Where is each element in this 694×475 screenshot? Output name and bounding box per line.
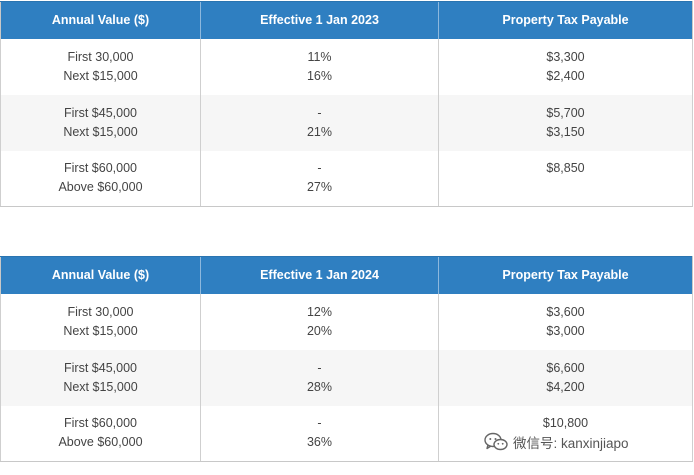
tax-rate-line: 27% [306,180,333,195]
wechat-watermark: 微信号: kanxinjiapo [484,431,629,453]
tax-payable-line: $2,400 [546,68,585,83]
table-header-row: Annual Value ($) Effective 1 Jan 2024 Pr… [0,256,693,294]
tax-payable-line: $3,150 [546,124,585,139]
tax-payable-cell: $6,600 $4,200 [438,349,693,406]
annual-value-cell: First $45,000 Next $15,000 [0,94,201,151]
tax-payable-line [439,178,692,197]
header-annual-value: Annual Value ($) [0,1,201,39]
annual-value-line: Above $60,000 [58,180,143,195]
header-effective-date: Effective 1 Jan 2024 [200,256,439,294]
tax-rate-line: - [317,161,322,176]
tax-rate-line: - [317,105,322,120]
tax-payable-cell: $3,300 $2,400 [438,38,693,95]
tax-payable-line: $6,600 [546,360,585,375]
tax-payable-line: $8,850 [546,161,585,176]
tax-rate-line: 11% [307,49,332,64]
tax-payable-line: $3,000 [546,323,585,338]
annual-value-cell: First 30,000 Next $15,000 [0,38,201,95]
table-header-row: Annual Value ($) Effective 1 Jan 2023 Pr… [0,1,693,39]
tax-rate-cell: - 21% [200,94,439,151]
tax-rate-line: 16% [306,68,333,83]
wechat-icon [484,432,508,452]
annual-value-cell: First $60,000 Above $60,000 [0,150,201,207]
table-row: First $45,000 Next $15,000 - 21% $5,700 … [0,94,693,151]
tax-payable-cell: $10,800 [438,405,693,462]
property-tax-table-2024: Annual Value ($) Effective 1 Jan 2024 Pr… [0,256,693,462]
tax-rate-cell: - 27% [200,150,439,207]
tax-rate-line: 36% [306,435,333,450]
annual-value-line: First $45,000 [64,360,137,375]
annual-value-cell: First 30,000 Next $15,000 [0,293,201,350]
tax-payable-cell: $8,850 [438,150,693,207]
tax-rate-cell: - 28% [200,349,439,406]
tax-payable-cell: $5,700 $3,150 [438,94,693,151]
tax-rate-line: - [317,416,322,431]
tax-rate-line: 21% [306,124,333,139]
tax-payable-line: $4,200 [546,379,585,394]
annual-value-line: First 30,000 [67,49,134,64]
header-property-tax-payable: Property Tax Payable [438,1,693,39]
annual-value-cell: First $60,000 Above $60,000 [0,405,201,462]
tax-rate-line: - [317,360,322,375]
annual-value-cell: First $45,000 Next $15,000 [0,349,201,406]
tax-payable-line: $5,700 [546,105,585,120]
annual-value-line: Next $15,000 [63,323,138,338]
annual-value-line: Next $15,000 [63,379,138,394]
tax-rate-cell: - 36% [200,405,439,462]
table-row: First 30,000 Next $15,000 12% 20% $3,600… [0,293,693,350]
table-row: First $60,000 Above $60,000 - 36% $10,80… [0,405,693,462]
annual-value-line: Next $15,000 [63,68,138,83]
tax-rate-cell: 11% 16% [200,38,439,95]
header-annual-value: Annual Value ($) [0,256,201,294]
tax-rate-line: 12% [306,304,333,319]
tax-rate-cell: 12% 20% [200,293,439,350]
tax-payable-line: $3,600 [546,304,585,319]
table-row: First 30,000 Next $15,000 11% 16% $3,300… [0,38,693,95]
tax-payable-cell: $3,600 $3,000 [438,293,693,350]
header-effective-date: Effective 1 Jan 2023 [200,1,439,39]
header-property-tax-payable: Property Tax Payable [438,256,693,294]
annual-value-line: First $45,000 [64,105,137,120]
table-row: First $45,000 Next $15,000 - 28% $6,600 … [0,349,693,406]
watermark-text: 微信号: kanxinjiapo [513,436,629,451]
tax-rate-line: 20% [306,323,333,338]
annual-value-line: First $60,000 [64,161,137,176]
tax-rate-line: 28% [306,379,333,394]
annual-value-line: Above $60,000 [58,435,143,450]
annual-value-line: First $60,000 [64,416,137,431]
tax-payable-line: $3,300 [546,49,585,64]
annual-value-line: First 30,000 [67,304,134,319]
annual-value-line: Next $15,000 [63,124,138,139]
tax-payable-line: $10,800 [542,416,589,431]
table-row: First $60,000 Above $60,000 - 27% $8,850 [0,150,693,207]
property-tax-table-2023: Annual Value ($) Effective 1 Jan 2023 Pr… [0,1,693,207]
